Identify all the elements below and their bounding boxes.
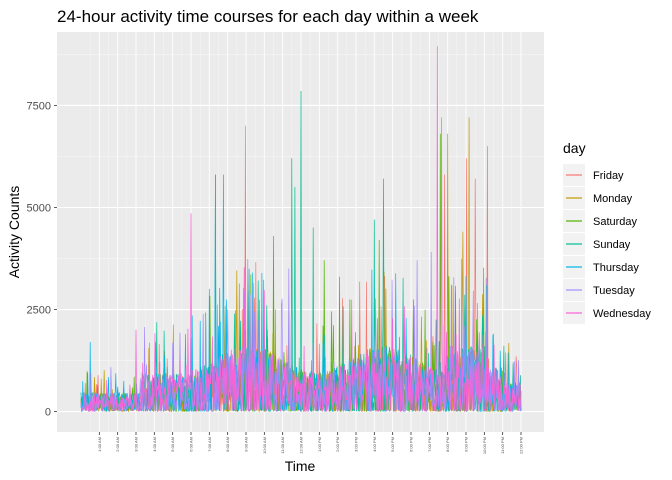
x-tick-label: 11:00 AM bbox=[280, 437, 285, 454]
legend-label-friday: Friday bbox=[593, 170, 624, 182]
x-tick-label: 10:00 AM bbox=[262, 437, 267, 454]
x-tick-label: 4:00 PM bbox=[372, 437, 377, 452]
x-tick-label: 9:00 PM bbox=[464, 437, 469, 452]
x-tick-label: 3:00 AM bbox=[134, 437, 139, 452]
x-tick-label: 11:00 PM bbox=[500, 437, 505, 454]
y-tick-label: 5000 bbox=[27, 203, 51, 215]
legend-label-thursday: Thursday bbox=[593, 262, 639, 274]
x-tick-label: 1:00 PM bbox=[317, 437, 322, 452]
y-tick-label: 0 bbox=[45, 407, 51, 419]
x-tick-label: 6:00 PM bbox=[409, 437, 414, 452]
x-tick-label: 5:00 AM bbox=[170, 437, 175, 452]
y-tick-label: 2500 bbox=[27, 305, 51, 317]
y-axis-title: Activity Counts bbox=[6, 186, 22, 279]
legend-label-tuesday: Tuesday bbox=[593, 285, 635, 297]
legend-label-saturday: Saturday bbox=[593, 216, 638, 228]
x-tick-label: 2:00 PM bbox=[335, 437, 340, 452]
x-tick-label: 7:00 PM bbox=[427, 437, 432, 452]
x-tick-label: 1:00 AM bbox=[97, 437, 102, 452]
x-tick-label: 9:00 AM bbox=[244, 437, 249, 452]
x-axis: 1:00 AM 2:00 AM 3:00 AM 4:00 AM 5:00 AM 6:00 … bbox=[97, 432, 524, 454]
x-tick-label: 12:00 AM bbox=[299, 437, 304, 454]
x-tick-label: 4:00 AM bbox=[152, 437, 157, 452]
chart-title: 24-hour activity time courses for each d… bbox=[57, 7, 479, 26]
x-tick-label: 5:00 PM bbox=[390, 437, 395, 452]
legend-title: day bbox=[563, 140, 586, 156]
series-line-wednesday bbox=[80, 45, 522, 412]
y-axis: 0 2500 5000 7500 bbox=[27, 100, 57, 419]
x-tick-label: 8:00 AM bbox=[225, 437, 230, 452]
x-tick-label: 2:00 AM bbox=[115, 437, 120, 452]
x-tick-label: 8:00 PM bbox=[445, 437, 450, 452]
y-tick-label: 7500 bbox=[27, 100, 51, 112]
x-tick-label: 7:00 AM bbox=[207, 437, 212, 452]
x-tick-label: 3:00 PM bbox=[354, 437, 359, 452]
legend-label-sunday: Sunday bbox=[593, 239, 631, 251]
legend-label-wednesday: Wednesday bbox=[593, 308, 651, 320]
legend: day Friday Monday Saturday Sunday Thursday Tu… bbox=[563, 140, 651, 324]
x-tick-label: 12:00 PM bbox=[519, 437, 524, 454]
x-axis-title: Time bbox=[285, 458, 316, 474]
legend-label-monday: Monday bbox=[593, 193, 633, 205]
x-tick-label: 10:00 PM bbox=[482, 437, 487, 454]
series-layer bbox=[80, 45, 522, 412]
x-tick-label: 6:00 AM bbox=[189, 437, 194, 452]
